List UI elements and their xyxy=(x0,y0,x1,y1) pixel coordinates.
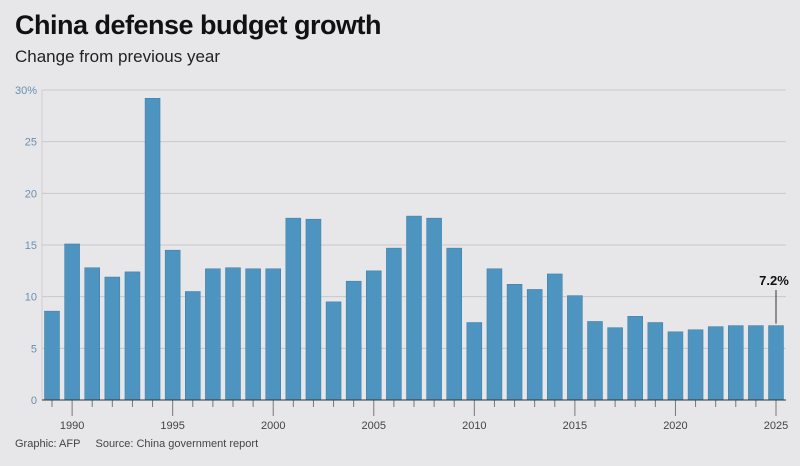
bar-2000 xyxy=(265,268,281,401)
x-tick-label: 2015 xyxy=(563,420,587,432)
y-tick-label: 25 xyxy=(25,137,37,149)
bar-2021 xyxy=(687,329,704,401)
bar-2017 xyxy=(607,327,623,401)
bar-2001 xyxy=(285,217,302,401)
bar-1999 xyxy=(245,268,261,401)
bar-1997 xyxy=(205,268,221,401)
bar-2014 xyxy=(547,273,563,401)
bar-2016 xyxy=(587,321,603,401)
bar-1989 xyxy=(44,310,60,401)
bar-2003 xyxy=(325,301,342,401)
y-tick-label: 10 xyxy=(25,292,37,304)
bar-2011 xyxy=(486,268,503,401)
y-tick-label: 20 xyxy=(25,188,37,200)
y-tick-label: 5 xyxy=(31,343,37,355)
x-tick-label: 2020 xyxy=(663,420,687,432)
bar-1994 xyxy=(144,98,161,401)
y-tick-label: 0 xyxy=(31,395,37,407)
bar-1996 xyxy=(185,291,201,401)
source-credit: Source: China government report xyxy=(95,438,259,450)
bar-2025 xyxy=(768,325,784,401)
bar-2022 xyxy=(707,326,724,401)
bar-2019 xyxy=(647,322,664,401)
bar-1991 xyxy=(84,267,100,401)
x-tick-label: 2010 xyxy=(462,420,486,432)
bar-2013 xyxy=(526,289,543,401)
bar-2004 xyxy=(345,280,362,401)
bar-2005 xyxy=(366,270,382,401)
bar-2023 xyxy=(728,325,744,401)
bar-1992 xyxy=(104,276,121,401)
y-tick-label: 30% xyxy=(15,85,37,97)
y-tick-label: 15 xyxy=(25,240,37,252)
bar-2024 xyxy=(748,325,764,401)
footer: Graphic: AFP Source: China government re… xyxy=(15,438,270,450)
bar-2006 xyxy=(386,247,402,401)
x-tick-label: 2000 xyxy=(261,420,285,432)
annotation-label: 7.2% xyxy=(759,273,789,288)
x-tick-label: 2005 xyxy=(362,420,386,432)
bar-2002 xyxy=(305,218,322,401)
bar-2015 xyxy=(567,295,583,401)
bar-2018 xyxy=(627,316,643,401)
bar-2009 xyxy=(446,247,462,401)
bar-1998 xyxy=(225,267,241,401)
x-tick-label: 2025 xyxy=(764,420,788,432)
bar-2008 xyxy=(426,217,442,401)
chart-subtitle: Change from previous year xyxy=(15,47,221,66)
bar-2007 xyxy=(406,215,422,401)
bar-2020 xyxy=(667,331,684,401)
chart-title: China defense budget growth xyxy=(15,10,382,40)
bar-2012 xyxy=(506,284,523,401)
bar-1990 xyxy=(64,243,80,401)
graphic-credit: Graphic: AFP xyxy=(15,438,81,450)
bar-1995 xyxy=(164,249,181,401)
bar-1993 xyxy=(124,271,141,401)
bar-2010 xyxy=(466,322,483,401)
x-tick-label: 1990 xyxy=(60,420,84,432)
x-tick-label: 1995 xyxy=(160,420,184,432)
